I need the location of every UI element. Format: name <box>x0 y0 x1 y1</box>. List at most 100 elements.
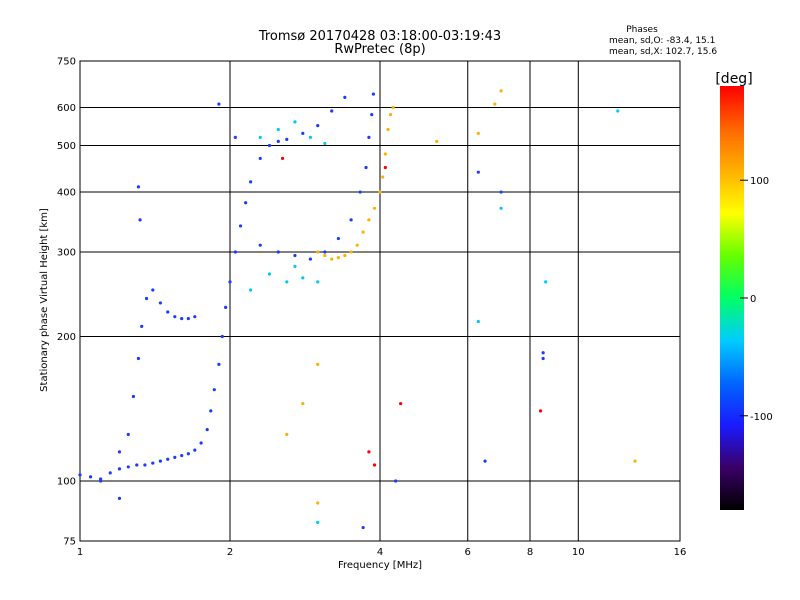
data-point <box>301 131 305 135</box>
y-tick-label: 750 <box>57 57 76 68</box>
data-point <box>316 362 320 366</box>
stats-line-o: mean, sd,O: -83.4, 15.1 <box>609 36 715 46</box>
data-point <box>78 473 82 477</box>
data-point <box>349 250 353 254</box>
x-tick-label: 4 <box>377 547 383 558</box>
data-point <box>285 280 289 284</box>
data-point <box>361 230 365 234</box>
data-point <box>343 253 347 258</box>
chart-title: Tromsø 20170428 03:18:00-03:19:43 <box>258 29 501 44</box>
data-point <box>308 135 313 139</box>
data-point <box>367 450 371 454</box>
data-point <box>180 316 184 321</box>
data-point <box>476 170 480 174</box>
data-point <box>316 280 320 284</box>
data-point <box>126 432 130 437</box>
data-point <box>330 109 334 113</box>
data-point <box>541 356 545 361</box>
data-point <box>336 236 340 241</box>
x-tick-label: 1 <box>77 547 83 558</box>
x-tick-label: 10 <box>572 547 585 558</box>
data-point <box>258 156 262 161</box>
data-point <box>151 288 155 292</box>
colorbar-ticks: 100 0 -100 <box>740 176 773 423</box>
data-point <box>217 362 221 366</box>
stats-line-x: mean, sd,X: 102.7, 15.6 <box>609 47 717 57</box>
data-point <box>88 475 93 479</box>
data-point <box>136 185 141 189</box>
data-point <box>205 427 209 432</box>
data-point <box>364 165 368 170</box>
data-point <box>166 310 170 314</box>
y-tick-label: 200 <box>57 332 76 343</box>
data-point <box>144 296 149 301</box>
chart-subtitle: RwPretec (8p) <box>334 42 425 57</box>
data-point <box>267 143 272 148</box>
data-point <box>285 137 289 141</box>
y-axis-label: Stationary phase Virtual Height [km] <box>39 208 50 392</box>
data-point <box>301 401 305 406</box>
y-tick-label: 400 <box>57 188 76 199</box>
data-point <box>349 218 353 222</box>
data-point <box>493 102 497 106</box>
colorbar-tick-label: -100 <box>750 412 773 423</box>
x-tick-label: 16 <box>674 547 687 558</box>
data-point <box>186 452 190 456</box>
data-point <box>633 459 637 463</box>
data-point <box>217 102 221 106</box>
data-point <box>126 465 130 469</box>
stats-heading: Phases <box>626 25 658 35</box>
data-point <box>293 120 297 124</box>
data-point <box>220 334 224 339</box>
data-point <box>209 409 213 413</box>
data-point <box>361 525 365 530</box>
plot-area: 1 2 4 6 8 10 16 75 100 200 300 400 500 600 750 <box>57 57 686 559</box>
data-point <box>367 135 371 139</box>
data-point <box>267 272 272 276</box>
x-tick-label: 6 <box>465 547 471 558</box>
data-point <box>538 409 543 413</box>
data-point <box>372 463 377 467</box>
data-point <box>386 127 390 132</box>
data-point <box>244 201 248 205</box>
data-point <box>476 131 480 135</box>
y-tick-label: 300 <box>57 248 76 259</box>
data-point <box>233 135 237 139</box>
data-point <box>276 139 280 143</box>
data-point <box>193 315 197 319</box>
data-point <box>316 501 320 505</box>
data-point <box>233 250 237 254</box>
data-point <box>158 459 163 463</box>
data-point <box>372 206 377 210</box>
data-point <box>483 459 487 463</box>
data-point <box>258 135 262 139</box>
data-point <box>383 165 387 170</box>
data-point <box>131 394 136 399</box>
data-point <box>212 388 216 392</box>
data-point <box>301 276 305 280</box>
y-tick-label: 100 <box>57 477 76 488</box>
colorbar-label: [deg] <box>715 71 752 87</box>
data-point <box>616 109 620 113</box>
data-point <box>476 319 480 324</box>
data-point <box>117 450 122 454</box>
y-tick-label: 600 <box>57 103 76 114</box>
data-point <box>138 218 142 222</box>
data-point <box>258 243 262 247</box>
y-tick-label: 75 <box>63 537 76 548</box>
data-point <box>158 301 163 305</box>
data-point <box>276 127 280 132</box>
data-point <box>370 112 374 117</box>
data-point <box>343 95 347 99</box>
data-point <box>330 257 334 261</box>
grid-lines <box>80 61 680 541</box>
colorbar-tick-label: 100 <box>750 176 769 187</box>
data-point <box>224 305 228 310</box>
data-point <box>323 253 327 258</box>
data-points <box>78 89 637 530</box>
data-point <box>316 520 320 524</box>
data-point <box>435 139 439 143</box>
data-point <box>249 288 253 292</box>
data-point <box>378 190 382 194</box>
